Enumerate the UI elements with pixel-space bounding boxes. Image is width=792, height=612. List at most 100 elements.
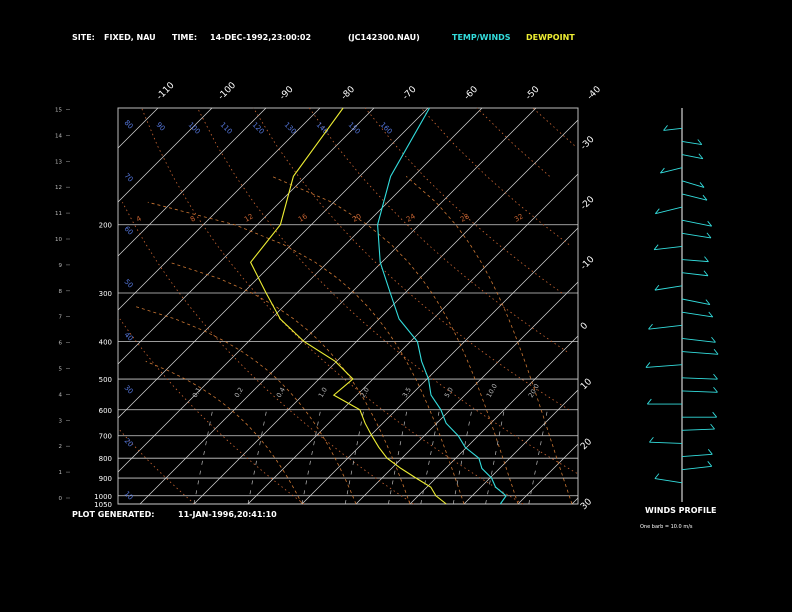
wind-barb xyxy=(654,246,683,251)
height-tick-label: 11 xyxy=(55,211,62,217)
wind-barb xyxy=(681,140,702,145)
winds-profile-note: One barb = 10.0 m/s xyxy=(640,524,693,530)
plot-generated-label: PLOT GENERATED: xyxy=(72,510,154,519)
dry-adiabat-line xyxy=(122,202,414,505)
wind-barb-flag xyxy=(711,336,716,343)
wind-barb-flag xyxy=(660,167,665,174)
isotherm-line xyxy=(117,107,159,149)
wind-barb xyxy=(655,206,683,215)
isobar-label: 700 xyxy=(99,433,112,441)
wind-barb-flag xyxy=(646,398,652,405)
site-value: FIXED, NAU xyxy=(104,33,156,42)
wind-barb xyxy=(649,441,683,444)
isotherm-line xyxy=(117,107,321,311)
moist-adiabat-line xyxy=(169,261,411,505)
theta-label: 50 xyxy=(123,278,135,290)
moist-adiabat-line xyxy=(147,201,465,505)
dry-adiabat-label: 28 xyxy=(459,212,471,223)
dewpoint-legend: DEWPOINT xyxy=(526,33,575,42)
wind-barb xyxy=(645,364,683,368)
wind-barb-flag xyxy=(713,386,718,393)
isobar-label: 800 xyxy=(99,455,112,463)
dry-adiabat-label: 20 xyxy=(351,212,363,223)
dry-adiabat-label: 16 xyxy=(297,212,309,224)
isobar-label: 400 xyxy=(99,338,112,346)
wind-barb-flag xyxy=(713,373,718,380)
wind-barb xyxy=(681,453,713,458)
isobar-label: 500 xyxy=(99,376,112,384)
isobar-label: 600 xyxy=(99,407,112,415)
isotherm-line xyxy=(117,107,213,203)
temp-legend: TEMP/WINDS xyxy=(452,33,511,42)
wind-barb xyxy=(681,428,715,431)
wind-barb xyxy=(681,377,718,380)
isotherm-line xyxy=(463,389,579,505)
winds-profile-title: WINDS PROFILE xyxy=(645,506,717,515)
isotherm-line xyxy=(139,107,537,505)
wind-barb-flag xyxy=(702,194,708,201)
height-tick-label: 8 xyxy=(59,289,63,295)
dry-adiabat-line xyxy=(420,107,570,245)
height-tick-label: 13 xyxy=(55,159,62,165)
theta-label: 10 xyxy=(123,490,135,502)
isotherm-line xyxy=(409,335,579,505)
wind-barb xyxy=(681,351,719,355)
wind-barb-flag xyxy=(654,473,660,479)
dry-adiabat-label: 4 xyxy=(135,214,143,223)
wind-barb xyxy=(681,193,708,201)
height-tick-label: 6 xyxy=(59,341,63,347)
isotherm-line xyxy=(117,107,267,257)
dry-adiabat-line xyxy=(308,107,568,353)
height-tick-label: 4 xyxy=(59,392,63,398)
height-tick-label: 12 xyxy=(55,185,62,191)
wind-barb xyxy=(681,272,709,277)
height-tick-label: 5 xyxy=(59,367,63,373)
theta-label: 80 xyxy=(123,119,135,131)
wind-barb-flag xyxy=(713,348,719,355)
wind-barb-flag xyxy=(648,323,653,330)
wind-barb-flag xyxy=(649,436,654,443)
wind-barb-flag xyxy=(707,449,713,455)
wind-barb xyxy=(660,167,683,174)
isotherm-line xyxy=(117,107,375,365)
mixing-ratio-line xyxy=(388,409,408,505)
theta-label: 60 xyxy=(123,225,135,237)
dewpoint-profile xyxy=(249,107,447,505)
wind-barb-flag xyxy=(708,311,714,318)
wind-barb-flag xyxy=(645,362,651,368)
height-tick-label: 0 xyxy=(59,496,63,502)
wind-barb xyxy=(648,324,683,330)
theta-label: 70 xyxy=(123,172,135,184)
wind-barb-flag xyxy=(712,411,718,418)
isotherm-line xyxy=(117,107,483,473)
mixing-ratio-line xyxy=(452,409,473,505)
dry-adiabat-line xyxy=(532,107,575,146)
wind-barb-flag xyxy=(707,461,713,467)
wind-barb xyxy=(663,127,683,131)
isobar-label: 200 xyxy=(99,222,112,230)
isotherm-label-right: 0 xyxy=(579,321,590,332)
height-tick-label: 1 xyxy=(59,470,63,476)
temperature-profile xyxy=(377,107,507,505)
wind-barb xyxy=(681,337,716,343)
wind-barb-flag xyxy=(698,153,704,160)
isotherm-line xyxy=(355,281,579,505)
mixing-ratio-line xyxy=(344,409,365,505)
mixing-ratio-line xyxy=(420,409,440,505)
isobar-label: 1000 xyxy=(94,493,112,501)
wind-barb-flag xyxy=(663,125,668,131)
height-tick-label: 14 xyxy=(55,133,62,139)
mixing-ratio-line xyxy=(247,409,267,505)
wind-barb-flag xyxy=(705,299,711,305)
height-tick-label: 7 xyxy=(59,315,63,321)
theta-label: 90 xyxy=(155,121,167,133)
height-tick-label: 9 xyxy=(59,263,63,269)
theta-label: 40 xyxy=(123,331,135,343)
wind-barb-flag xyxy=(653,244,659,250)
isotherm-line xyxy=(517,443,579,505)
wind-barb xyxy=(681,154,703,160)
wind-barb-flag xyxy=(707,220,713,227)
wind-barb xyxy=(681,465,712,471)
wind-barb xyxy=(681,390,718,393)
